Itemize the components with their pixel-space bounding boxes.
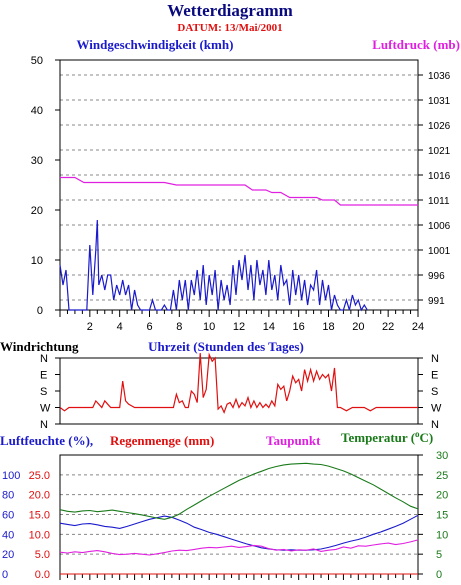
pressure-tick-label: 1006	[428, 221, 451, 232]
climate-axes: 0 20 40 60 80 100 0.0 5.0 10.0 15.0 20.0 25.0 0 5 10 15…	[2, 450, 448, 581]
dewpoint-label: Taupunkt	[266, 433, 321, 448]
humidity-axis-label: Luftfeuchte (%),	[0, 433, 93, 448]
pressure-tick-label: 1021	[428, 146, 451, 157]
humidity-tick-label: 80	[2, 490, 14, 502]
climate-plot-area	[59, 454, 419, 575]
pressure-tick-label: 1031	[428, 96, 451, 107]
direction-label-right: N	[431, 353, 439, 365]
rain-tick-label: 0.0	[35, 569, 50, 581]
direction-label-left: S	[40, 386, 47, 398]
wind-pressure-series	[59, 176, 418, 312]
hour-tick-label: 14	[263, 321, 275, 333]
humidity-tick-label: 0	[2, 569, 8, 581]
temperature-unit: C)	[420, 430, 434, 445]
wind-speed-tick-label: 40	[31, 105, 43, 117]
wind-direction-series	[59, 352, 418, 414]
hour-tick-label: 12	[233, 321, 245, 333]
hour-tick-label: 16	[293, 321, 305, 333]
wind-speed-axis: 0 10 20 30 40 50	[31, 55, 60, 317]
pressure-tick-label: 1036	[428, 71, 451, 82]
hour-tick-label: 6	[146, 321, 152, 333]
rain-tick-label: 20.0	[29, 490, 50, 502]
pressure-tick-label: 996	[428, 271, 445, 282]
hour-tick-label: 22	[382, 321, 394, 333]
temperature-tick-label: 0	[436, 569, 442, 581]
direction-label-left: N	[40, 353, 48, 365]
direction-label-left: W	[40, 403, 51, 415]
temperature-tick-label: 30	[436, 450, 448, 462]
wind-direction-title: Windrichtung	[0, 339, 79, 354]
wind-speed-axis-label: Windgeschwindigkeit (kmh)	[77, 37, 234, 52]
pressure-tick-label: 1001	[428, 246, 451, 257]
hour-axis: 2 4 6 8 10 12 14 16 18 20 22 24	[59, 310, 424, 333]
direction-label-left: E	[40, 370, 47, 382]
temperature-line	[59, 462, 419, 520]
pressure-line	[60, 176, 418, 206]
hour-axis-label: Uhrzeit (Stunden des Tages)	[148, 339, 304, 354]
hour-tick-label: 2	[87, 321, 93, 333]
rain-tick-label: 5.0	[35, 549, 50, 561]
direction-label-right: E	[431, 370, 438, 382]
pressure-tick-label: 1026	[428, 121, 451, 132]
climate-series	[59, 462, 419, 575]
temperature-tick-label: 20	[436, 490, 448, 502]
wind-speed-tick-label: 10	[31, 255, 43, 267]
rain-tick-label: 25.0	[29, 470, 50, 482]
pressure-axis: 991 996 1001 1006 1011 1016 1021 1026 1031 1036	[418, 71, 451, 307]
chart-subtitle: DATUM: 13/Mai/2001	[177, 22, 282, 34]
humidity-tick-label: 100	[2, 470, 20, 482]
humidity-tick-label: 40	[2, 529, 14, 541]
wind-direction-axes: N NW WS SE EN N	[40, 353, 442, 431]
humidity-tick-label: 20	[2, 549, 14, 561]
wind-speed-tick-label: 50	[31, 55, 43, 67]
hour-tick-label: 8	[176, 321, 182, 333]
wind-direction-line	[59, 352, 418, 414]
pressure-axis-label: Luftdruck (mb)	[372, 37, 460, 52]
humidity-tick-label: 60	[2, 510, 14, 522]
direction-label-right: N	[431, 419, 439, 431]
pressure-tick-label: 991	[428, 296, 445, 307]
wind-speed-tick-label: 30	[31, 155, 43, 167]
hour-tick-label: 4	[117, 321, 123, 333]
direction-label-left: N	[40, 419, 48, 431]
hour-tick-label: 24	[412, 321, 424, 333]
rain-tick-label: 15.0	[29, 510, 50, 522]
chart-title: Wetterdiagramm	[167, 1, 293, 20]
pressure-tick-label: 1011	[428, 196, 450, 207]
direction-label-right: S	[431, 386, 438, 398]
temperature-tick-label: 15	[436, 510, 448, 522]
hour-tick-label: 18	[322, 321, 334, 333]
humidity-line	[59, 514, 419, 551]
temperature-axis-label: Temperatur (oC)	[341, 429, 433, 445]
temperature-tick-label: 25	[436, 470, 448, 482]
temperature-degree-sign: o	[415, 429, 420, 439]
rain-axis-label: Regenmenge (mm)	[110, 433, 214, 448]
hour-tick-label: 20	[352, 321, 364, 333]
temperature-tick-label: 5	[436, 549, 442, 561]
wind-speed-line	[59, 219, 368, 312]
climate-grid	[60, 474, 418, 555]
dewpoint-line	[59, 539, 419, 556]
direction-label-right: W	[431, 403, 442, 415]
rain-tick-label: 10.0	[29, 529, 50, 541]
pressure-tick-label: 1016	[428, 171, 451, 182]
wind-speed-tick-label: 0	[37, 305, 43, 317]
wind-direction-plot-area	[59, 357, 419, 425]
hour-tick-label: 10	[203, 321, 215, 333]
temperature-label-text: Temperatur (	[341, 430, 415, 445]
temperature-tick-label: 10	[436, 529, 448, 541]
wind-speed-tick-label: 20	[31, 205, 43, 217]
